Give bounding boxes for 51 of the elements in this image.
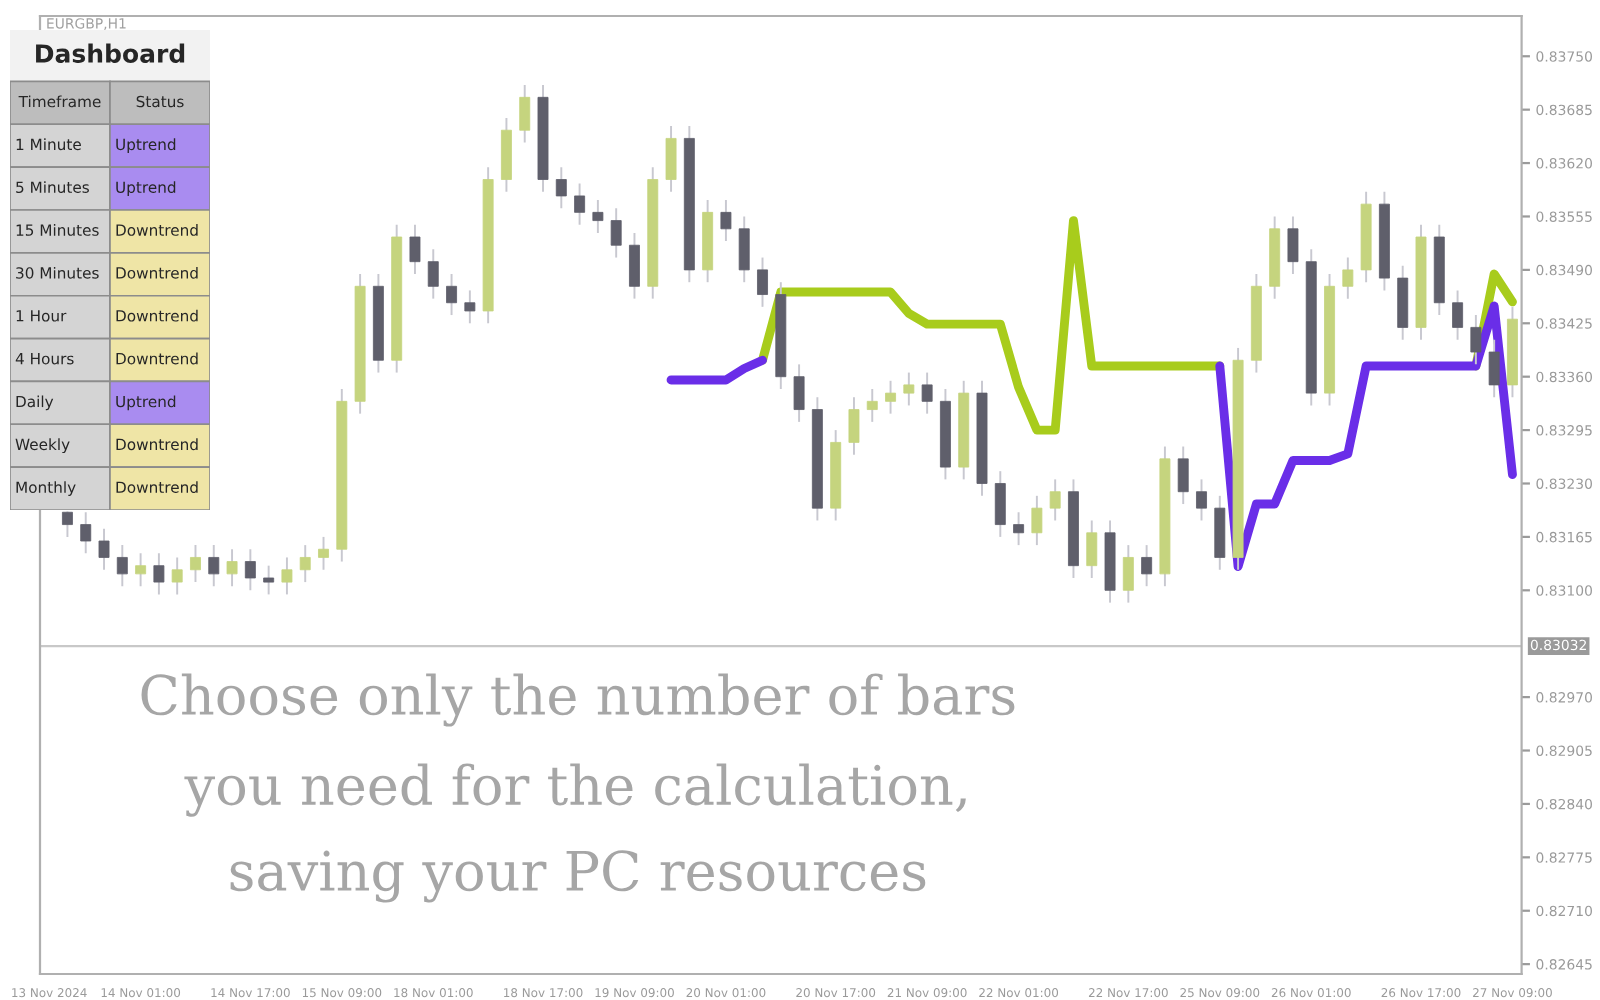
candlestick xyxy=(519,84,531,144)
annotation: saving your PC resources xyxy=(230,850,926,903)
candlestick xyxy=(1122,544,1134,604)
candlestick xyxy=(135,552,147,588)
candlestick xyxy=(464,289,476,325)
candlestick xyxy=(1049,478,1061,522)
candlestick xyxy=(610,207,622,259)
candlestick xyxy=(226,548,238,588)
candlestick xyxy=(793,363,805,423)
candlestick xyxy=(1177,445,1189,506)
candlestick xyxy=(299,544,311,584)
candlestick xyxy=(1031,494,1043,547)
candlestick xyxy=(1141,544,1153,588)
candlestick xyxy=(116,544,128,588)
candlestick xyxy=(994,470,1006,538)
candlestick xyxy=(738,215,750,284)
candlestick xyxy=(574,182,586,226)
candlestick xyxy=(1342,256,1354,300)
annotation: Choose only the number of bars xyxy=(141,673,1015,727)
candlestick xyxy=(866,388,878,423)
candlestick xyxy=(171,556,183,596)
candlestick xyxy=(1488,338,1500,399)
candlestick xyxy=(208,544,220,588)
candlestick xyxy=(446,273,458,317)
candlestick xyxy=(1086,519,1098,579)
candlestick xyxy=(427,248,439,300)
candlestick xyxy=(281,556,293,596)
candlestick xyxy=(318,535,329,571)
candlestick xyxy=(263,564,275,596)
candlestick xyxy=(1452,289,1464,341)
candlestick xyxy=(885,379,896,415)
text: Dashboard xyxy=(36,43,185,63)
candlestick xyxy=(1470,314,1482,366)
candlestick xyxy=(592,199,604,234)
annotation: you need for the calculation, xyxy=(184,763,966,817)
candlestick xyxy=(190,544,201,584)
candlestick xyxy=(665,125,677,193)
candlestick xyxy=(1196,478,1207,522)
candlestick xyxy=(98,527,110,571)
candlestick xyxy=(244,548,256,592)
candlestick xyxy=(153,552,165,596)
candlestick xyxy=(903,371,915,407)
candlestick xyxy=(720,199,732,243)
candlestick xyxy=(848,396,860,456)
candlestick xyxy=(409,223,421,275)
candlestick xyxy=(1013,511,1025,547)
candlestick xyxy=(1287,215,1299,275)
candlestick xyxy=(555,166,567,210)
candlestick xyxy=(629,231,640,300)
candlestick xyxy=(921,371,933,415)
candlestick xyxy=(757,256,768,308)
